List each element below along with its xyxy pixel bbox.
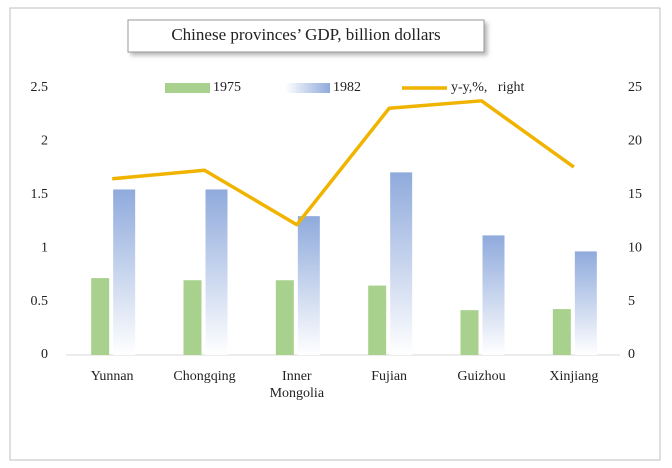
x-tick-label: Chongqing <box>173 369 235 384</box>
bar <box>574 251 597 355</box>
x-tick-label: Yunnan <box>91 369 134 384</box>
y2-tick-label: 15 <box>628 187 642 202</box>
y2-tick-label: 5 <box>628 294 635 309</box>
legend-label: 1982 <box>333 80 361 95</box>
y2-tick-label: 10 <box>628 240 642 255</box>
y-tick-label: 0 <box>41 347 48 362</box>
bar <box>183 280 202 355</box>
bar <box>482 235 505 355</box>
legend-swatch <box>165 83 210 93</box>
bar <box>552 309 571 355</box>
legend-label: 1975 <box>213 80 241 95</box>
x-tick-label: Fujian <box>371 369 407 384</box>
y2-tick-label: 0 <box>628 347 635 362</box>
bar <box>275 280 294 355</box>
x-tick-label-line: Mongolia <box>270 386 325 401</box>
y2-tick-label: 25 <box>628 80 642 95</box>
bar <box>91 278 110 355</box>
y-tick-label: 1.5 <box>31 187 49 202</box>
bar <box>368 285 387 355</box>
x-tick-label: Xinjiang <box>549 369 598 384</box>
bar <box>297 216 320 355</box>
x-tick-label: Guizhou <box>457 369 505 384</box>
y-tick-label: 2 <box>41 134 48 149</box>
legend-label: y-y,%, right <box>451 80 524 95</box>
bar <box>113 189 136 355</box>
chart-title: Chinese provinces’ GDP, billion dollars <box>171 25 440 44</box>
x-tick-label-line: Inner <box>282 369 312 384</box>
x-tick-label: Inner Mongolia <box>270 369 325 401</box>
title-box <box>127 19 485 53</box>
bar <box>460 310 479 355</box>
bar <box>390 172 413 355</box>
chart-border <box>9 7 661 461</box>
y-tick-label: 2.5 <box>31 80 49 95</box>
y-tick-label: 1 <box>41 240 48 255</box>
y2-tick-label: 20 <box>628 134 642 149</box>
legend-swatch <box>285 83 330 93</box>
bar <box>205 189 228 355</box>
line-series <box>112 99 575 227</box>
y-tick-label: 0.5 <box>31 294 49 309</box>
